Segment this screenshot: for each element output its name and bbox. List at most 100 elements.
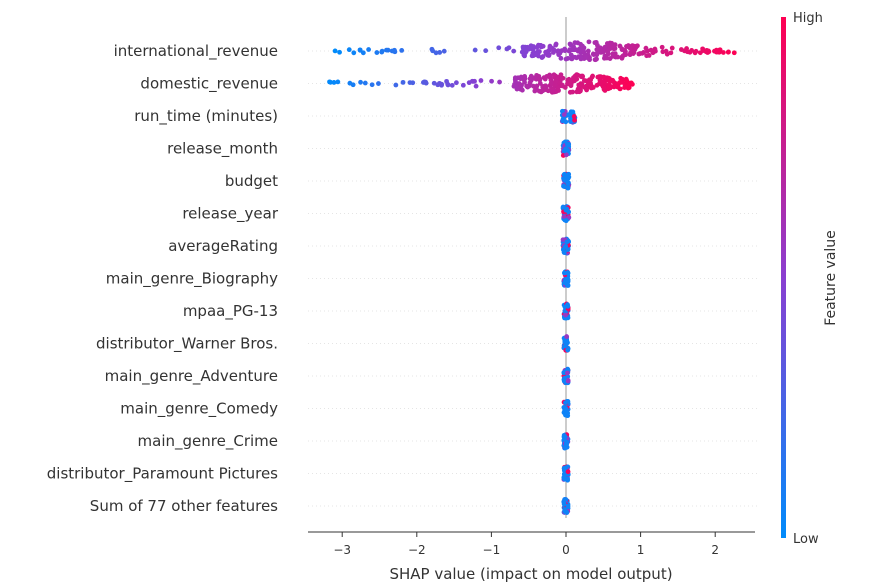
shap-point <box>594 82 600 88</box>
shap-point <box>609 40 615 46</box>
x-tick-label: 2 <box>711 543 719 557</box>
shap-point <box>637 51 643 56</box>
x-tick-label: 0 <box>562 543 570 557</box>
shap-point <box>376 81 381 86</box>
shap-point <box>393 82 399 88</box>
shap-point <box>460 82 466 88</box>
shap-point <box>568 77 574 83</box>
shap-point <box>565 469 571 475</box>
shap-point <box>556 88 561 93</box>
shap-points <box>327 39 737 516</box>
shap-point <box>564 152 569 158</box>
shap-point <box>720 50 726 55</box>
shap-point <box>346 47 352 53</box>
shap-point <box>574 76 580 82</box>
shap-point <box>601 85 607 91</box>
shap-point <box>553 41 559 47</box>
shap-point <box>643 45 649 51</box>
shap-point <box>525 84 531 90</box>
shap-point <box>693 48 699 54</box>
feature-label: international_revenue <box>114 42 278 61</box>
shap-point <box>613 54 619 60</box>
shap-point <box>366 47 371 52</box>
shap-point <box>562 509 568 515</box>
shap-point <box>449 82 455 88</box>
shap-point <box>362 80 368 86</box>
shap-point <box>578 54 584 60</box>
shap-point <box>583 54 589 60</box>
shap-point <box>526 46 532 51</box>
feature-label: distributor_Paramount Pictures <box>47 465 278 484</box>
shap-point <box>572 117 577 123</box>
shap-point <box>578 82 584 88</box>
shap-point <box>374 50 380 55</box>
feature-label: main_genre_Crime <box>138 432 278 451</box>
shap-point <box>351 50 357 56</box>
shap-point <box>561 214 567 219</box>
shap-point <box>577 48 583 54</box>
shap-point <box>664 51 670 57</box>
shap-point <box>553 78 559 84</box>
shap-point <box>521 77 527 83</box>
shap-point <box>604 55 610 61</box>
shap-point <box>439 81 445 87</box>
shap-point <box>704 47 710 53</box>
shap-point <box>533 52 538 58</box>
shap-point <box>568 81 574 87</box>
shap-point <box>650 50 656 56</box>
shap-point <box>562 497 567 503</box>
shap-point <box>536 42 541 48</box>
shap-point <box>578 87 583 93</box>
shap-point <box>565 378 571 384</box>
shap-point <box>558 76 564 82</box>
shap-point <box>350 82 356 88</box>
shap-point <box>624 78 630 84</box>
feature-label: mpaa_PG-13 <box>183 302 278 321</box>
shap-point <box>542 76 548 82</box>
shap-point <box>519 82 524 88</box>
shap-point <box>328 79 333 85</box>
shap-point <box>625 44 631 50</box>
shap-point <box>619 47 625 53</box>
shap-point <box>652 46 658 52</box>
shap-point <box>617 43 623 49</box>
shap-point <box>585 48 591 54</box>
shap-point <box>528 73 534 79</box>
colorbar-low-label: Low <box>793 532 819 547</box>
shap-point <box>522 53 527 59</box>
shap-point <box>678 47 684 52</box>
shap-point <box>564 334 570 339</box>
shap-point <box>563 147 569 153</box>
shap-point <box>563 400 568 406</box>
shap-point <box>731 50 737 56</box>
shap-point <box>445 82 451 88</box>
shap-point <box>562 474 567 480</box>
colorbar <box>781 17 786 538</box>
shap-point <box>483 48 489 54</box>
shap-point <box>594 56 599 62</box>
shap-point <box>566 209 572 215</box>
shap-point <box>565 503 571 509</box>
shap-point <box>606 84 612 89</box>
shap-point <box>561 468 567 473</box>
shap-point <box>578 74 584 80</box>
shap-point <box>697 50 703 56</box>
shap-point <box>561 112 567 118</box>
shap-point <box>562 46 568 52</box>
shap-point <box>565 77 571 83</box>
shap-point <box>331 80 337 85</box>
shap-point <box>533 86 539 92</box>
shap-point <box>561 249 567 255</box>
shap-point <box>389 48 395 54</box>
shap-point <box>332 48 338 54</box>
shap-point <box>563 218 569 224</box>
shap-point <box>551 50 556 55</box>
shap-point <box>548 80 554 86</box>
shap-point <box>574 72 580 78</box>
shap-point <box>563 312 568 318</box>
shap-point <box>563 339 569 345</box>
shap-point <box>522 74 528 79</box>
shap-point <box>565 185 571 191</box>
x-axis-title: SHAP value (impact on model output) <box>389 565 672 583</box>
